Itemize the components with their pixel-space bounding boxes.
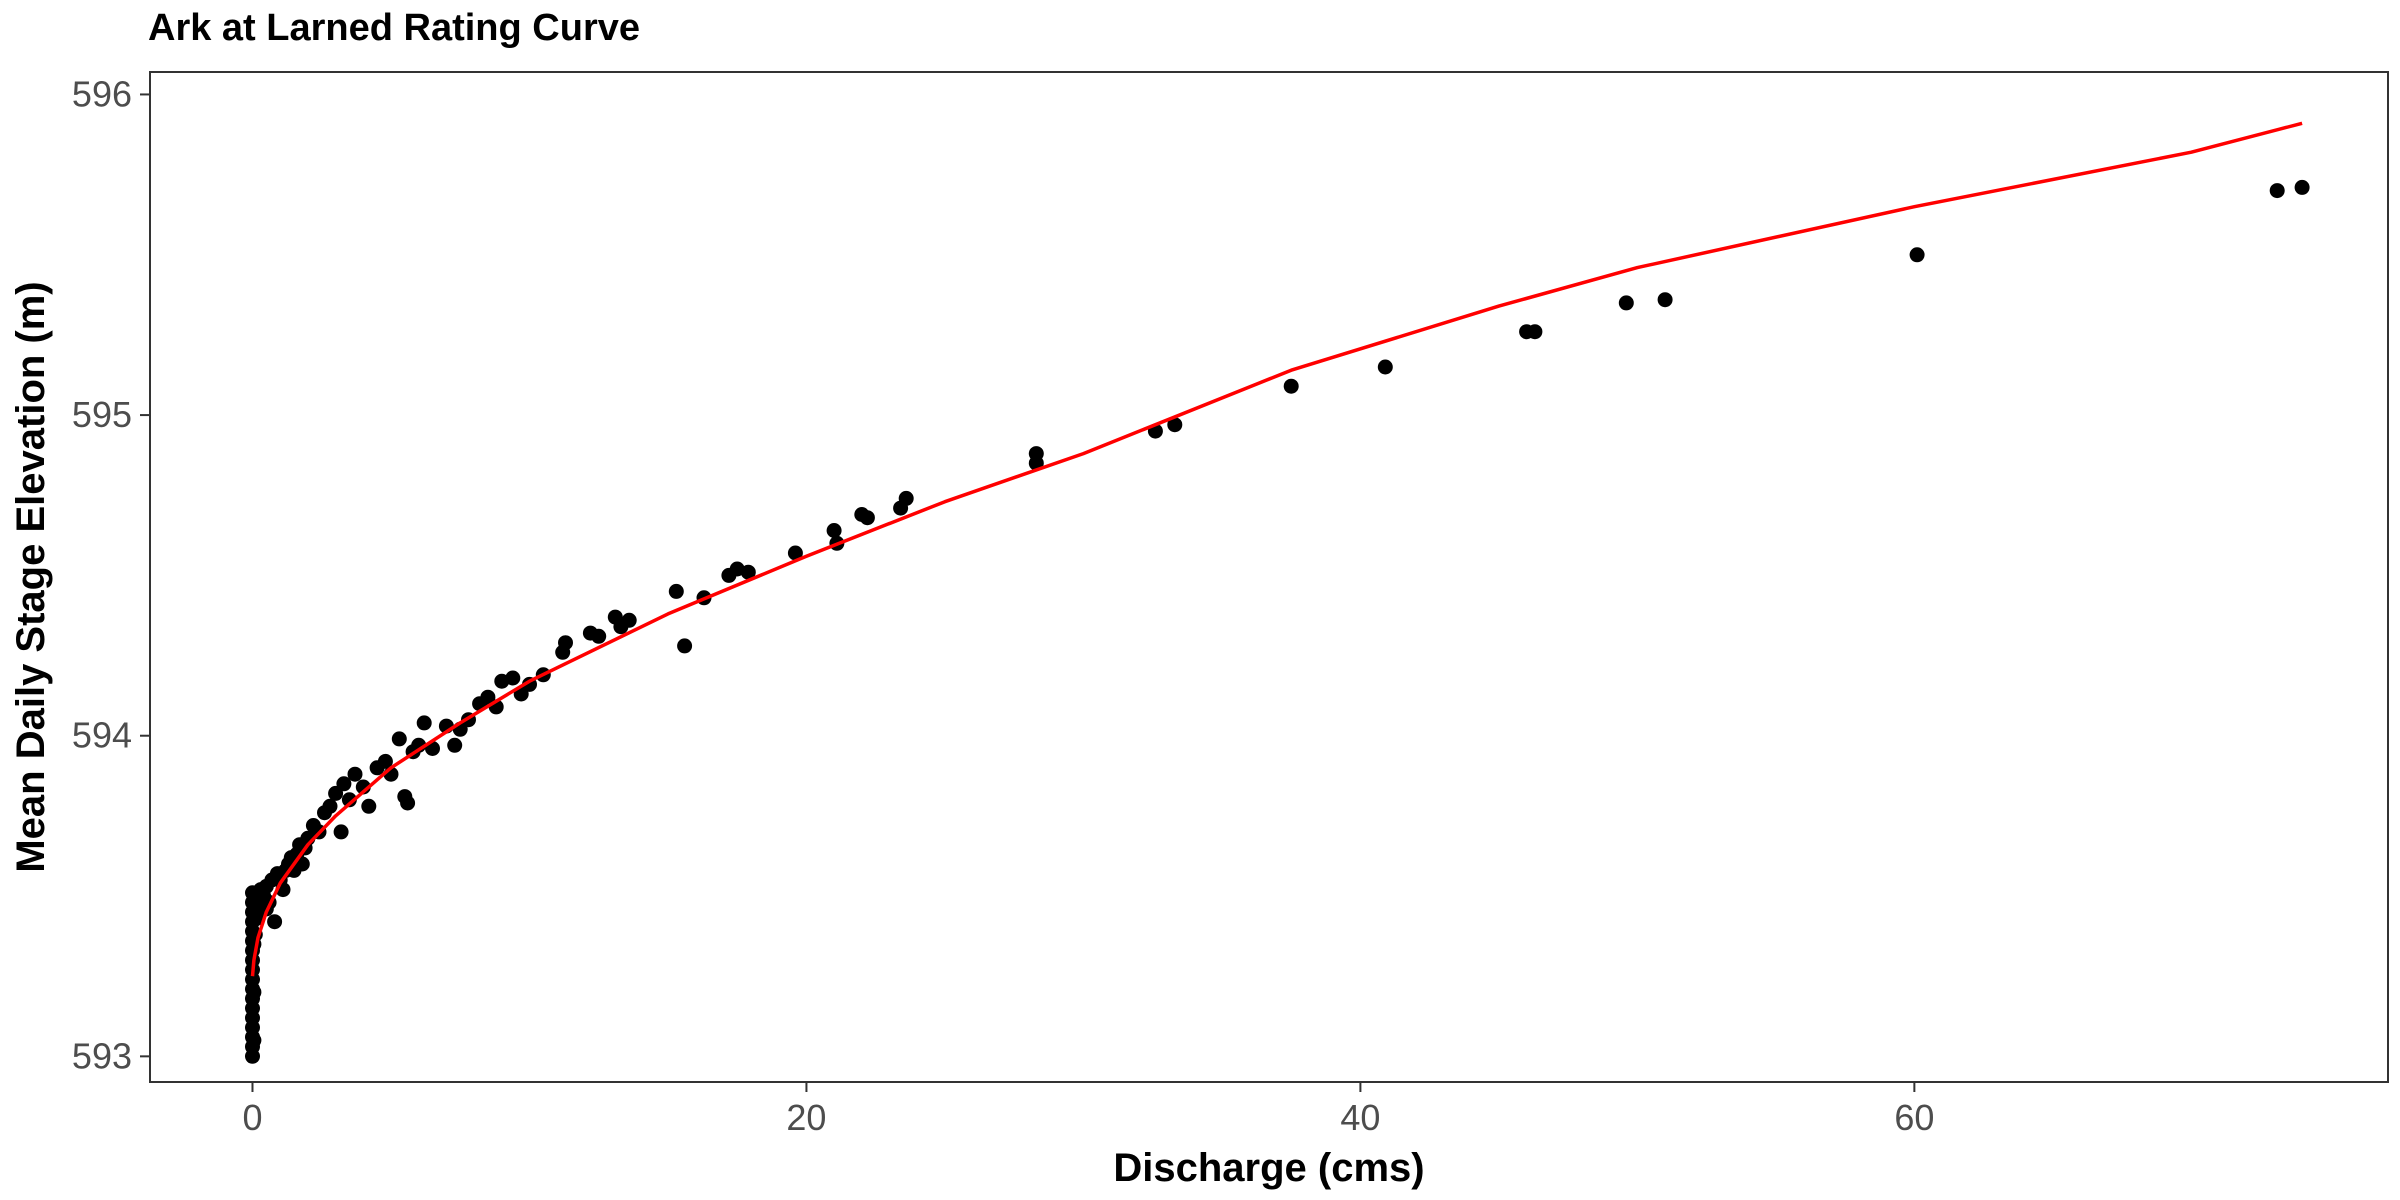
data-point bbox=[621, 612, 637, 628]
data-point bbox=[1167, 417, 1183, 433]
fitted-rating-curve bbox=[250, 121, 2303, 977]
data-point bbox=[246, 1032, 262, 1048]
data-point bbox=[447, 737, 463, 753]
y-tick-label: 594 bbox=[72, 715, 132, 756]
data-point bbox=[2294, 179, 2310, 195]
x-tick-label: 20 bbox=[786, 1097, 826, 1138]
data-point bbox=[246, 984, 262, 1000]
data-point bbox=[677, 638, 693, 654]
data-point bbox=[333, 824, 349, 840]
data-point bbox=[1618, 295, 1634, 311]
data-point bbox=[347, 766, 363, 782]
data-point bbox=[591, 628, 607, 644]
data-point bbox=[859, 510, 875, 526]
x-tick-label: 60 bbox=[1894, 1097, 1934, 1138]
y-axis-title: Mean Daily Stage Elevation (m) bbox=[9, 281, 53, 872]
data-point bbox=[267, 914, 283, 930]
data-point bbox=[416, 715, 432, 731]
y-axis-ticks: 593 594 595 596 bbox=[72, 73, 150, 1076]
x-axis-title: Discharge (cms) bbox=[1113, 1146, 1424, 1190]
x-tick-label: 0 bbox=[242, 1097, 262, 1138]
data-point bbox=[2269, 183, 2285, 199]
y-tick-label: 596 bbox=[72, 73, 132, 114]
data-point bbox=[1377, 359, 1393, 375]
y-tick-label: 595 bbox=[72, 394, 132, 435]
plot-panel bbox=[149, 71, 2389, 1083]
data-point bbox=[361, 798, 377, 814]
data-point bbox=[341, 792, 357, 808]
data-point bbox=[826, 523, 842, 538]
data-point bbox=[740, 564, 756, 580]
data-points bbox=[245, 179, 2310, 1064]
data-point bbox=[1028, 446, 1044, 462]
data-point bbox=[898, 490, 914, 506]
x-axis-ticks: 0 20 40 60 bbox=[242, 1082, 1934, 1138]
data-point bbox=[377, 753, 393, 769]
data-point bbox=[1657, 292, 1673, 308]
data-point bbox=[391, 731, 407, 747]
data-point bbox=[322, 798, 338, 814]
data-point bbox=[1527, 324, 1543, 340]
data-point bbox=[668, 583, 684, 599]
chart-title: Ark at Larned Rating Curve bbox=[148, 7, 640, 49]
data-point bbox=[336, 776, 352, 792]
data-point bbox=[787, 545, 803, 561]
x-tick-label: 40 bbox=[1340, 1097, 1380, 1138]
y-tick-label: 593 bbox=[72, 1035, 132, 1076]
data-point bbox=[1909, 247, 1925, 263]
data-point bbox=[558, 635, 573, 651]
data-point bbox=[1283, 378, 1299, 394]
data-point bbox=[505, 670, 521, 686]
data-point bbox=[400, 795, 416, 811]
